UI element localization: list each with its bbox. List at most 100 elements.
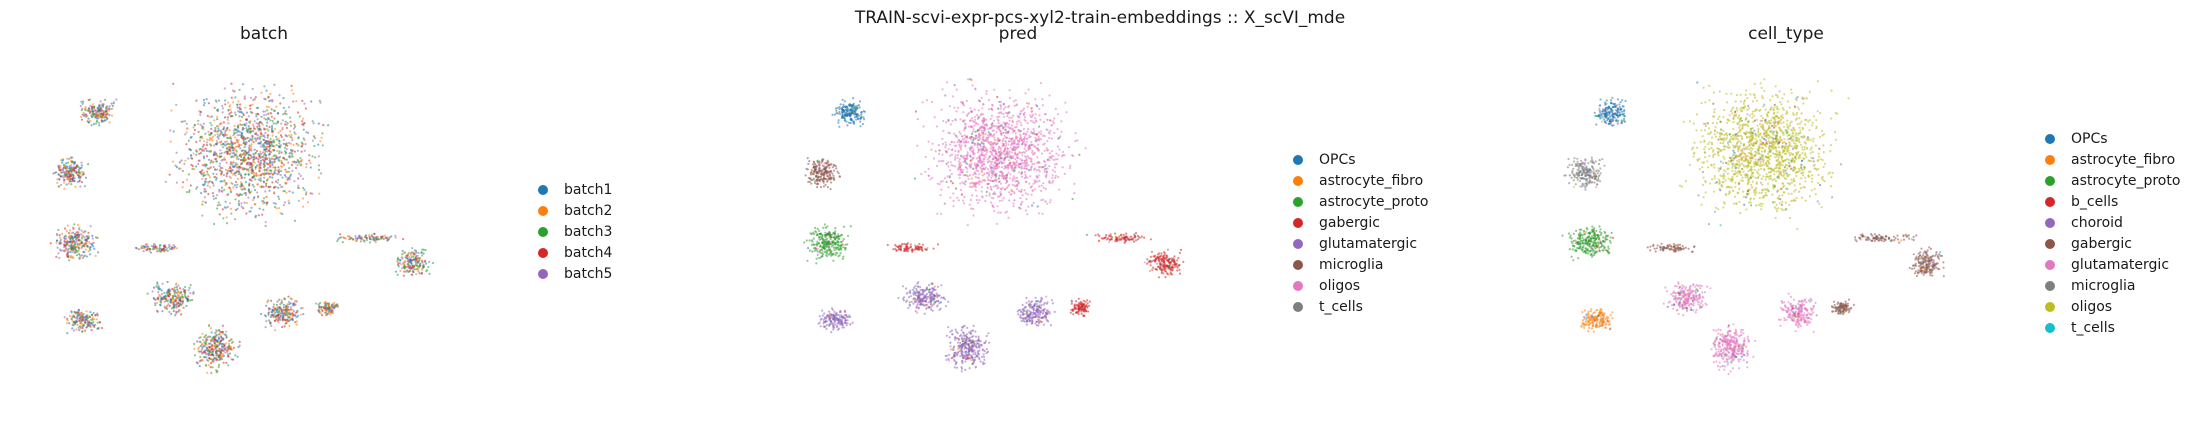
panel-title-batch: batch [240, 24, 288, 44]
legend-item: astrocyte_fibro [2045, 149, 2180, 170]
legend-item: microglia [2045, 275, 2180, 296]
legend-label: astrocyte_proto [2071, 172, 2181, 189]
legend-marker [2045, 238, 2055, 249]
scatter-cluster [1016, 295, 1056, 327]
legend-item: astrocyte_fibro [1293, 170, 1428, 191]
legend-marker [538, 226, 548, 237]
legend-label: OPCs [1319, 151, 1356, 168]
legend-label: t_cells [1319, 298, 1363, 315]
legend-marker [1293, 175, 1303, 186]
legend-item: choroid [2045, 212, 2180, 233]
legend-marker [2045, 280, 2055, 291]
scatter-cluster [79, 98, 118, 127]
scatter-cluster [897, 281, 950, 315]
scatter-cluster [134, 242, 178, 254]
scatter-cluster [804, 157, 841, 191]
legend-label: microglia [1319, 256, 1384, 273]
scatter-panel-pred [803, 78, 1185, 373]
legend-marker [2045, 322, 2055, 333]
legend-marker [538, 247, 548, 258]
legend-label: batch1 [564, 181, 613, 198]
legend-item: oligos [1293, 275, 1428, 296]
legend-item: OPCs [2045, 128, 2180, 149]
legend-label: batch3 [564, 223, 613, 240]
legend-item: b_cells [2045, 191, 2180, 212]
legend-label: astrocyte_proto [1319, 193, 1429, 210]
scatter-cluster [1830, 298, 1855, 316]
legend-label: batch2 [564, 202, 613, 219]
legend-marker [2045, 217, 2055, 228]
scatter-cluster [1593, 96, 1627, 127]
legend-label: glutamatergic [1319, 235, 1418, 252]
legend-item: gabergic [1293, 212, 1428, 233]
legend-label: gabergic [2071, 235, 2132, 252]
legend-marker [1293, 217, 1303, 228]
legend-item: batch3 [538, 221, 612, 242]
scatter-cluster [1662, 281, 1712, 317]
legend-label: astrocyte_fibro [2071, 151, 2176, 168]
scatter-cluster [1678, 78, 1850, 231]
legend-marker [1293, 280, 1303, 291]
scatter-cluster [315, 300, 339, 317]
scatter-cluster [803, 223, 852, 265]
scatter-cluster [164, 82, 330, 228]
scatter-cluster [1143, 248, 1185, 279]
scatter-cluster [913, 78, 1087, 227]
legend-batch: batch1 batch2 batch3 batch4 batch5 [538, 179, 612, 284]
scatter-cluster [1563, 156, 1606, 191]
legend-label: astrocyte_fibro [1319, 172, 1424, 189]
scatter-cluster [193, 323, 241, 375]
legend-label: oligos [1319, 277, 1361, 294]
legend-marker [2045, 175, 2055, 186]
legend-label: choroid [2071, 214, 2123, 231]
legend-label: glutamatergic [2071, 256, 2170, 273]
panel-title-cell-type: cell_type [1748, 24, 1824, 44]
scatter-cluster [944, 324, 991, 373]
scatter-cluster [49, 223, 100, 262]
legend-marker [538, 184, 548, 195]
figure-title: TRAIN-scvi-expr-pcs-xyl2-train-embedding… [854, 8, 1346, 28]
scatter-panel-cell-type [1561, 78, 1945, 376]
scatter-cluster [394, 247, 435, 277]
scatter-cluster [1646, 242, 1696, 253]
scatter-panel-batch [49, 82, 435, 375]
legend-marker [2045, 196, 2055, 207]
scatter-cluster [1777, 292, 1818, 333]
legend-item: astrocyte_proto [2045, 170, 2180, 191]
scatter-cluster [817, 307, 854, 334]
scatter-cluster [1908, 246, 1945, 278]
legend-marker [1293, 301, 1303, 312]
scatter-cluster [146, 280, 195, 317]
legend-item: t_cells [1293, 296, 1428, 317]
scatter-cluster [260, 295, 305, 332]
legend-item: glutamatergic [1293, 233, 1428, 254]
scatter-cluster [1069, 297, 1091, 317]
legend-marker [538, 205, 548, 216]
legend-marker [538, 268, 548, 279]
legend-marker [2045, 154, 2055, 165]
scatter-cluster [886, 242, 940, 253]
legend-marker [1293, 238, 1303, 249]
legend-item: microglia [1293, 254, 1428, 275]
legend-item: batch5 [538, 263, 612, 284]
panel-title-pred: pred [998, 24, 1038, 44]
legend-item: batch2 [538, 200, 612, 221]
legend-marker [1293, 154, 1303, 165]
legend-label: t_cells [2071, 319, 2115, 336]
legend-item: gabergic [2045, 233, 2180, 254]
legend-label: batch5 [564, 265, 613, 282]
scatter-cluster [831, 97, 866, 128]
legend-marker [2045, 133, 2055, 144]
legend-marker [1293, 259, 1303, 270]
legend-item: batch1 [538, 179, 612, 200]
legend-label: microglia [2071, 277, 2136, 294]
scatter-cluster [1854, 233, 1918, 244]
scatter-cluster [336, 232, 405, 244]
legend-marker [1293, 196, 1303, 207]
legend-item: oligos [2045, 296, 2180, 317]
scatter-cluster [1710, 323, 1757, 376]
legend-label: b_cells [2071, 193, 2119, 210]
scatter-cluster [1580, 307, 1614, 333]
legend-label: batch4 [564, 244, 613, 261]
